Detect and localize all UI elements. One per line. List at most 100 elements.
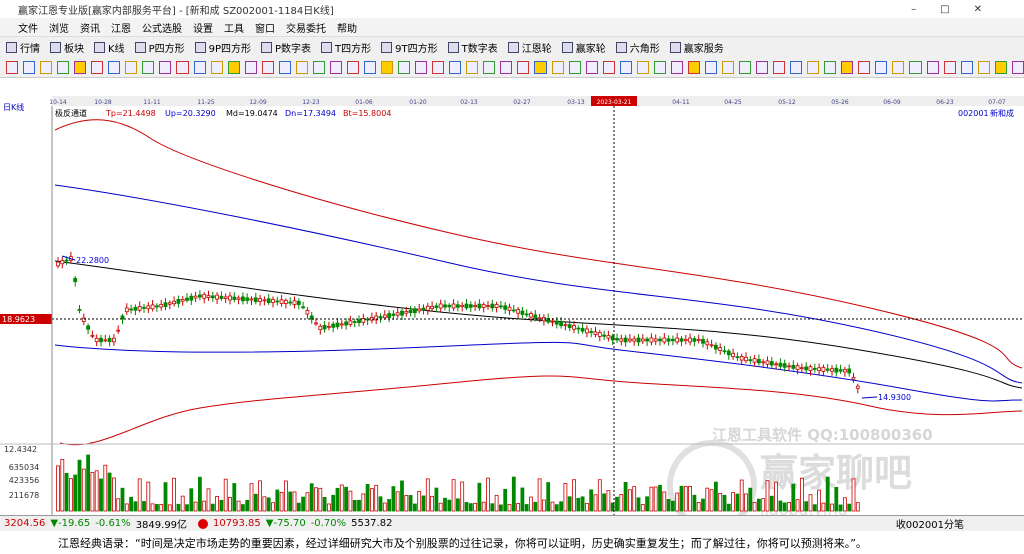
- tool-icon[interactable]: [159, 61, 172, 74]
- tool-icon[interactable]: [704, 61, 717, 74]
- menu-item[interactable]: 工具: [224, 23, 244, 35]
- tool-icon[interactable]: [619, 61, 632, 74]
- tool-icon[interactable]: [602, 61, 615, 74]
- menu-item[interactable]: 江恩: [111, 23, 131, 35]
- volume-bar: [361, 493, 366, 512]
- candle-body: [223, 296, 228, 299]
- volume-bar: [253, 493, 258, 512]
- tool-icon[interactable]: [363, 61, 377, 74]
- tool-icon[interactable]: [312, 61, 325, 74]
- tool-icon[interactable]: [960, 61, 973, 74]
- candle-body: [563, 324, 568, 327]
- tool-icon[interactable]: [466, 61, 479, 74]
- date-label: 07-07: [988, 99, 1006, 106]
- tool-icon[interactable]: [261, 61, 274, 74]
- tool-icon[interactable]: [193, 61, 206, 74]
- tool-icon[interactable]: [6, 61, 19, 74]
- tool-icon[interactable]: [415, 61, 428, 74]
- tool-icon[interactable]: [91, 61, 104, 74]
- tool-icon[interactable]: [57, 61, 70, 74]
- tool-icon[interactable]: [841, 61, 854, 74]
- tool-icon[interactable]: [892, 61, 905, 74]
- toolbar-button[interactable]: 六角形: [616, 40, 660, 55]
- tool-icon[interactable]: [568, 61, 581, 74]
- volume-bar: [765, 480, 770, 512]
- toolbar-button[interactable]: T四方形: [321, 40, 371, 55]
- tool-icon[interactable]: [500, 61, 513, 74]
- tool-icon[interactable]: [653, 61, 666, 74]
- tick-button[interactable]: 收002001分笔: [895, 520, 964, 531]
- menu-item[interactable]: 设置: [193, 23, 213, 35]
- tool-icon[interactable]: [108, 61, 121, 74]
- tool-icon[interactable]: [551, 61, 564, 74]
- toolbar-button[interactable]: 赢家服务: [670, 40, 724, 55]
- toolbar-button[interactable]: 板块: [50, 40, 84, 55]
- window-controls[interactable]: –□✕: [911, 3, 1006, 15]
- status-bar: 3204.56 ▼-19.65 -0.61% 3849.99亿 10793.85…: [0, 515, 1024, 531]
- tool-icon[interactable]: [858, 61, 871, 74]
- candle-body: [434, 305, 439, 308]
- tool-icon[interactable]: [994, 61, 1007, 74]
- volume-bar: [537, 478, 542, 512]
- toolbar-button[interactable]: P四方形: [135, 40, 185, 55]
- toolbar-button[interactable]: K线: [94, 40, 125, 55]
- tool-icon[interactable]: [721, 61, 735, 74]
- tool-icon[interactable]: [74, 61, 87, 74]
- tool-icon[interactable]: [210, 61, 223, 74]
- toolbar-button[interactable]: 9P四方形: [195, 40, 251, 55]
- tool-icon[interactable]: [670, 61, 683, 74]
- toolbar-button[interactable]: 行情: [6, 40, 40, 55]
- tool-icon[interactable]: [790, 61, 803, 74]
- candle-body: [417, 308, 422, 312]
- tool-icon[interactable]: [278, 61, 291, 74]
- tool-icon[interactable]: [517, 61, 530, 74]
- toolbar-button[interactable]: P数字表: [261, 40, 311, 55]
- tool-icon[interactable]: [483, 61, 496, 74]
- candle-body: [516, 309, 520, 314]
- tool-icon[interactable]: [807, 61, 820, 74]
- tool-icon[interactable]: [687, 61, 700, 74]
- tool-icon[interactable]: [977, 61, 990, 74]
- toolbar-button[interactable]: 9T四方形: [381, 40, 437, 55]
- tool-icon[interactable]: [875, 61, 888, 74]
- tool-icon[interactable]: [909, 61, 922, 74]
- menu-item[interactable]: 帮助: [337, 23, 357, 35]
- tool-icon[interactable]: [40, 61, 53, 74]
- toolbar-button[interactable]: 江恩轮: [508, 40, 552, 55]
- tool-icon[interactable]: [295, 61, 308, 74]
- volume-bar: [628, 489, 632, 512]
- menu-item[interactable]: 文件: [18, 23, 38, 35]
- tool-icon[interactable]: [244, 61, 257, 74]
- tool-icon[interactable]: [227, 61, 240, 74]
- tool-icon[interactable]: [346, 61, 359, 74]
- volume-bar: [769, 495, 774, 512]
- tool-icon[interactable]: [449, 61, 462, 74]
- tool-icon[interactable]: [176, 61, 189, 74]
- tool-icon[interactable]: [142, 61, 155, 74]
- tool-icon[interactable]: [943, 61, 956, 74]
- candle-body: [271, 299, 275, 303]
- menu-item[interactable]: 窗口: [255, 23, 275, 35]
- menu-item[interactable]: 交易委托: [286, 23, 326, 35]
- tool-icon[interactable]: [585, 61, 598, 74]
- date-label: 02-13: [460, 99, 478, 106]
- tool-icon[interactable]: [1011, 61, 1024, 74]
- tool-icon[interactable]: [739, 61, 752, 74]
- menu-item[interactable]: 公式选股: [142, 23, 182, 35]
- tool-icon[interactable]: [926, 61, 939, 74]
- tool-icon[interactable]: [432, 61, 445, 74]
- tool-icon[interactable]: [636, 61, 649, 74]
- tool-icon[interactable]: [125, 61, 138, 74]
- tool-icon[interactable]: [773, 61, 786, 74]
- tool-icon[interactable]: [756, 61, 769, 74]
- toolbar-button[interactable]: 赢家轮: [562, 40, 606, 55]
- toolbar-button[interactable]: T数字表: [448, 40, 498, 55]
- tool-icon[interactable]: [381, 61, 394, 74]
- tool-icon[interactable]: [824, 61, 837, 74]
- menu-item[interactable]: 资讯: [80, 23, 100, 35]
- tool-icon[interactable]: [329, 61, 342, 74]
- tool-icon[interactable]: [398, 61, 411, 74]
- menu-item[interactable]: 浏览: [49, 23, 69, 35]
- tool-icon[interactable]: [534, 61, 547, 74]
- tool-icon[interactable]: [23, 61, 36, 74]
